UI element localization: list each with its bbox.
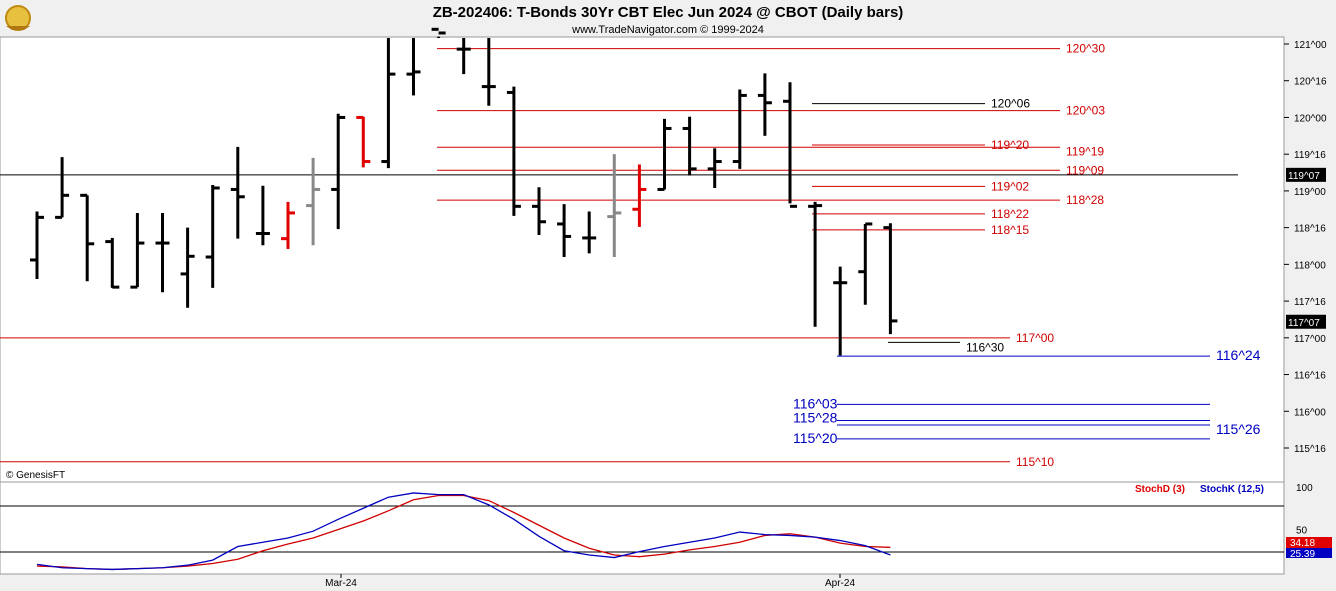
price-marker bbox=[1286, 167, 1326, 182]
level-label: 117^00 bbox=[1016, 331, 1054, 345]
level-label: 116^30 bbox=[966, 340, 1004, 354]
y-tick-label: 117^00 bbox=[1294, 334, 1326, 345]
level-label: 118^15 bbox=[991, 223, 1029, 237]
stoch-line bbox=[36, 492, 891, 571]
copyright-label: © GenesisFT bbox=[6, 470, 65, 481]
y-tick-label: 120^16 bbox=[1294, 77, 1327, 88]
level-label: 115^26 bbox=[1216, 421, 1261, 437]
level-label: 116^24 bbox=[1216, 347, 1261, 363]
y-tick-label: 120^00 bbox=[1294, 113, 1327, 124]
y-tick-label: 121^00 bbox=[1294, 40, 1327, 51]
chart-subtitle: www.TradeNavigator.com © 1999-2024 bbox=[571, 24, 764, 36]
stochk-value-box bbox=[1286, 548, 1332, 558]
stochd-value-box bbox=[1286, 537, 1332, 548]
stoch-panel bbox=[0, 481, 1285, 575]
level-label: 115^20 bbox=[793, 430, 838, 446]
level-label: 119^20 bbox=[991, 138, 1029, 152]
y-tick-label: 117^16 bbox=[1294, 297, 1326, 308]
level-label: 120^06 bbox=[991, 97, 1030, 111]
y-tick-label: 115^16 bbox=[1294, 444, 1326, 455]
y-tick-label: 118^16 bbox=[1294, 224, 1326, 235]
ohlc-bars bbox=[30, 27, 898, 356]
price-axis: 121^00 120^16 120^00 119^16 119^00 118^16 118^… bbox=[1284, 40, 1327, 455]
stochd-value: 34.18 bbox=[1290, 538, 1315, 549]
x-tick-label: Apr-24 bbox=[825, 578, 855, 589]
level-label: 115^28 bbox=[793, 409, 838, 425]
level-label: 116^03 bbox=[793, 395, 838, 411]
price-marker bbox=[1286, 314, 1326, 329]
stoch-tick-label: 50 bbox=[1296, 526, 1308, 537]
level-label: 119^19 bbox=[1066, 144, 1104, 158]
legend-stochk: StochK (12,5) bbox=[1200, 484, 1264, 495]
level-label: 118^22 bbox=[991, 207, 1029, 221]
stochk-value: 25.39 bbox=[1290, 549, 1315, 560]
level-label: 115^10 bbox=[1016, 455, 1054, 469]
y-tick-label: 119^00 bbox=[1294, 187, 1326, 198]
y-tick-label: 119^16 bbox=[1294, 150, 1326, 161]
x-tick-label: Mar-24 bbox=[325, 578, 357, 589]
date-axis: Mar-24 Apr-24 bbox=[325, 574, 855, 589]
level-lines: 120^30 120^06 120^03 119^20 119^19 119^09 119^… bbox=[0, 42, 1326, 469]
chart-title: ZB-202406: T-Bonds 30Yr CBT Elec Jun 202… bbox=[433, 4, 904, 21]
level-label: 119^02 bbox=[991, 179, 1029, 193]
level-label: 120^03 bbox=[1066, 104, 1105, 118]
price-marker-label: 119^07 bbox=[1288, 171, 1320, 182]
price-marker-label: 117^07 bbox=[1288, 318, 1320, 329]
y-tick-label: 116^00 bbox=[1294, 407, 1326, 418]
y-tick-label: 116^16 bbox=[1294, 371, 1326, 382]
level-label: 118^28 bbox=[1066, 193, 1104, 207]
stoch-tick-label: 100 bbox=[1296, 483, 1313, 494]
level-label: 119^09 bbox=[1066, 163, 1104, 177]
logo bbox=[5, 5, 31, 31]
y-tick-label: 118^00 bbox=[1294, 260, 1326, 271]
level-label: 120^30 bbox=[1066, 42, 1105, 56]
legend-stochd: StochD (3) bbox=[1135, 484, 1185, 495]
